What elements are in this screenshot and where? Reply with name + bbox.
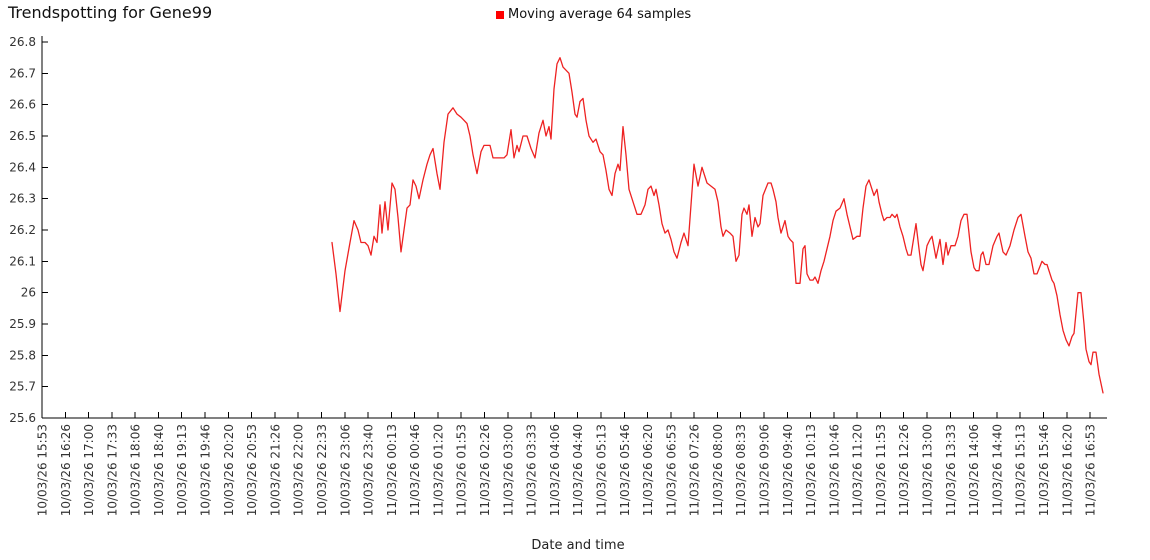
x-tick-label: 10/03/26 18:40 bbox=[152, 424, 166, 516]
x-tick-label: 10/03/26 22:33 bbox=[315, 424, 329, 516]
x-tick-label: 11/03/26 14:40 bbox=[990, 424, 1004, 516]
x-tick-label: 11/03/26 11:53 bbox=[874, 424, 888, 516]
x-tick-label: 11/03/26 16:20 bbox=[1060, 424, 1074, 516]
legend-label: Moving average 64 samples bbox=[508, 7, 692, 22]
x-tick-label: 11/03/26 05:13 bbox=[594, 424, 608, 516]
x-tick-label: 11/03/26 13:33 bbox=[944, 424, 958, 516]
x-tick-label: 11/03/26 00:46 bbox=[408, 424, 422, 516]
x-tick-label: 10/03/26 17:00 bbox=[82, 424, 96, 516]
x-tick-label: 11/03/26 09:40 bbox=[781, 424, 795, 516]
y-tick-label: 26 bbox=[21, 286, 36, 300]
x-tick-label: 10/03/26 23:40 bbox=[362, 424, 376, 516]
y-tick-label: 25.8 bbox=[9, 348, 36, 362]
x-tick-label: 10/03/26 19:46 bbox=[199, 424, 213, 516]
legend-marker-icon bbox=[496, 10, 504, 19]
y-tick-label: 25.6 bbox=[9, 411, 36, 425]
x-tick-label: 11/03/26 15:13 bbox=[1014, 424, 1028, 516]
x-tick-label: 11/03/26 12:26 bbox=[897, 424, 911, 516]
x-tick-label: 11/03/26 16:53 bbox=[1084, 424, 1098, 516]
x-tick-label: 11/03/26 01:53 bbox=[455, 424, 469, 516]
x-tick-label: 11/03/26 10:46 bbox=[827, 424, 841, 516]
y-tick-label: 26.2 bbox=[9, 223, 36, 237]
y-tick-label: 26.1 bbox=[9, 254, 36, 268]
x-tick-label: 11/03/26 13:00 bbox=[921, 424, 935, 516]
x-tick-label: 11/03/26 06:20 bbox=[641, 424, 655, 516]
x-tick-label: 11/03/26 03:00 bbox=[501, 424, 515, 516]
x-tick-label: 10/03/26 17:33 bbox=[105, 424, 119, 516]
x-tick-label: 10/03/26 21:26 bbox=[268, 424, 282, 516]
x-tick-label: 10/03/26 20:53 bbox=[245, 424, 259, 516]
y-tick-label: 26.6 bbox=[9, 98, 36, 112]
x-tick-label: 10/03/26 23:06 bbox=[338, 424, 352, 516]
x-tick-label: 11/03/26 01:20 bbox=[431, 424, 445, 516]
y-tick-label: 26.8 bbox=[9, 35, 36, 49]
chart-title: Trendspotting for Gene99 bbox=[8, 3, 213, 22]
x-tick-label: 11/03/26 04:40 bbox=[571, 424, 585, 516]
x-axis-title: Date and time bbox=[531, 538, 625, 553]
x-tick-label: 11/03/26 03:33 bbox=[525, 424, 539, 516]
x-tick-label: 11/03/26 10:13 bbox=[804, 424, 818, 516]
x-tick-label: 10/03/26 19:13 bbox=[175, 424, 189, 516]
y-tick-label: 26.4 bbox=[9, 160, 36, 174]
x-tick-label: 10/03/26 16:26 bbox=[59, 424, 73, 516]
x-tick-label: 11/03/26 07:26 bbox=[688, 424, 702, 516]
x-tick-label: 11/03/26 14:06 bbox=[967, 424, 981, 516]
y-tick-label: 26.3 bbox=[9, 192, 36, 206]
x-tick-label: 10/03/26 15:53 bbox=[36, 424, 50, 516]
x-tick-label: 10/03/26 20:20 bbox=[222, 424, 236, 516]
x-tick-label: 11/03/26 11:20 bbox=[851, 424, 865, 516]
y-tick-label: 26.7 bbox=[9, 66, 36, 80]
x-tick-label: 11/03/26 02:26 bbox=[478, 424, 492, 516]
series-line bbox=[331, 57, 1104, 394]
x-tick-label: 11/03/26 15:46 bbox=[1037, 424, 1051, 516]
x-tick-label: 11/03/26 06:53 bbox=[664, 424, 678, 516]
x-tick-label: 11/03/26 09:06 bbox=[757, 424, 771, 516]
y-tick-label: 26.5 bbox=[9, 129, 36, 143]
x-tick-label: 10/03/26 18:06 bbox=[129, 424, 143, 516]
x-tick-label: 11/03/26 08:00 bbox=[711, 424, 725, 516]
y-tick-label: 25.7 bbox=[9, 380, 36, 394]
x-tick-label: 11/03/26 05:46 bbox=[618, 424, 632, 516]
y-tick-label: 25.9 bbox=[9, 317, 36, 331]
x-tick-label: 11/03/26 00:13 bbox=[385, 424, 399, 516]
x-tick-label: 10/03/26 22:00 bbox=[292, 424, 306, 516]
x-tick-label: 11/03/26 08:33 bbox=[734, 424, 748, 516]
legend: Moving average 64 samples bbox=[496, 7, 691, 22]
x-tick-label: 11/03/26 04:06 bbox=[548, 424, 562, 516]
